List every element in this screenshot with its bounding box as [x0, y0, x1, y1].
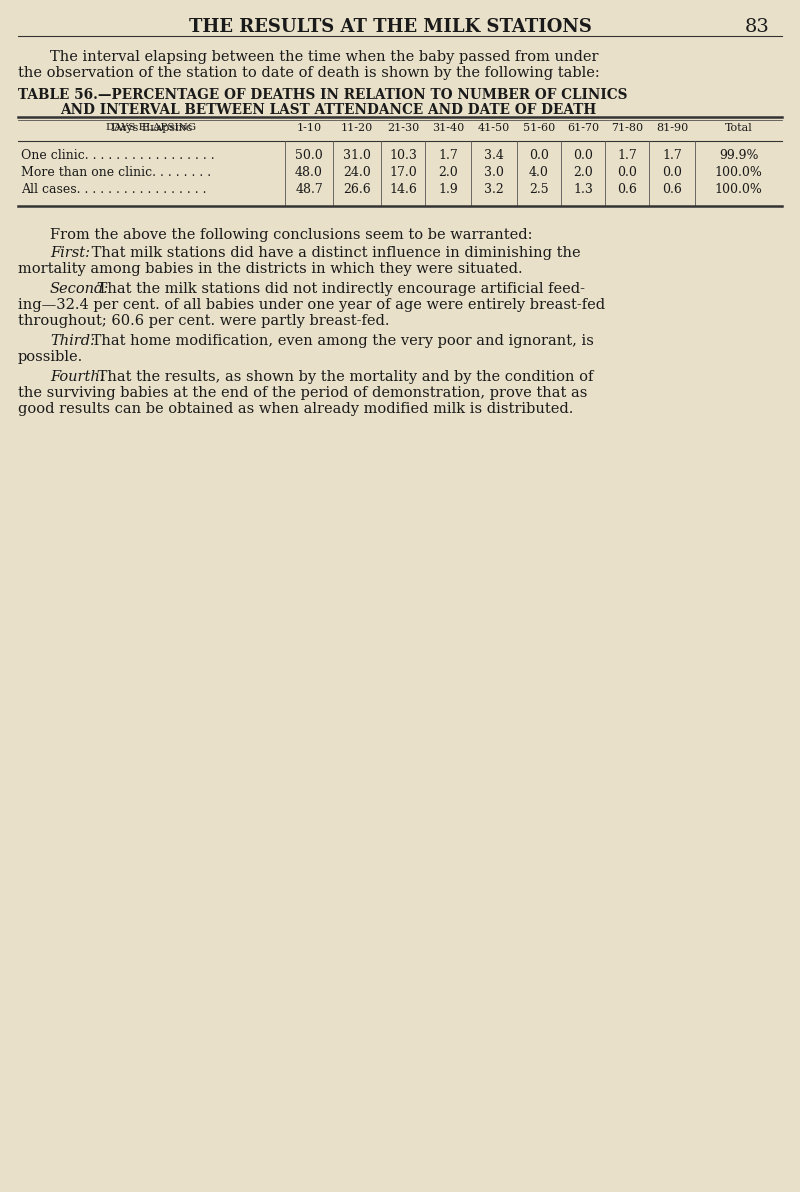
- Text: 1.9: 1.9: [438, 184, 458, 195]
- Text: 2.0: 2.0: [573, 166, 593, 179]
- Text: 48.0: 48.0: [295, 166, 323, 179]
- Text: 48.7: 48.7: [295, 184, 323, 195]
- Text: That milk stations did have a distinct influence in diminishing the: That milk stations did have a distinct i…: [87, 246, 581, 260]
- Text: 100.0%: 100.0%: [714, 166, 762, 179]
- Text: possible.: possible.: [18, 350, 83, 364]
- Text: ing—32.4 per cent. of all babies under one year of age were entirely breast-fed: ing—32.4 per cent. of all babies under o…: [18, 298, 605, 312]
- Text: 99.9%: 99.9%: [718, 149, 758, 162]
- Text: 1-10: 1-10: [297, 123, 322, 134]
- Text: 50.0: 50.0: [295, 149, 323, 162]
- Text: Total: Total: [725, 123, 752, 134]
- Text: That home modification, even among the very poor and ignorant, is: That home modification, even among the v…: [87, 334, 594, 348]
- Text: THE RESULTS AT THE MILK STATIONS: THE RESULTS AT THE MILK STATIONS: [189, 18, 591, 36]
- Text: 26.6: 26.6: [343, 184, 371, 195]
- Text: 1.7: 1.7: [438, 149, 458, 162]
- Text: DAYS ELAPSING: DAYS ELAPSING: [106, 123, 197, 132]
- Text: Second:: Second:: [50, 283, 110, 296]
- Text: the observation of the station to date of death is shown by the following table:: the observation of the station to date o…: [18, 66, 600, 80]
- Text: good results can be obtained as when already modified milk is distributed.: good results can be obtained as when alr…: [18, 402, 574, 416]
- Text: The interval elapsing between the time when the baby passed from under: The interval elapsing between the time w…: [50, 50, 598, 64]
- Text: 83: 83: [745, 18, 770, 36]
- Text: 2.0: 2.0: [438, 166, 458, 179]
- Text: All cases. . . . . . . . . . . . . . . . .: All cases. . . . . . . . . . . . . . . .…: [21, 184, 206, 195]
- Text: 31.0: 31.0: [343, 149, 371, 162]
- Text: 21-30: 21-30: [387, 123, 419, 134]
- Text: 14.6: 14.6: [389, 184, 417, 195]
- Text: That the results, as shown by the mortality and by the condition of: That the results, as shown by the mortal…: [94, 370, 594, 384]
- Text: TABLE 56.—PERCENTAGE OF DEATHS IN RELATION TO NUMBER OF CLINICS: TABLE 56.—PERCENTAGE OF DEATHS IN RELATI…: [18, 88, 627, 103]
- Text: Dᴀуѕ Eʟᴀрѕɪɴɢ: Dᴀуѕ Eʟᴀрѕɪɴɢ: [111, 123, 192, 134]
- Text: 0.6: 0.6: [617, 184, 637, 195]
- Text: 0.0: 0.0: [573, 149, 593, 162]
- Text: 3.0: 3.0: [484, 166, 504, 179]
- Text: mortality among babies in the districts in which they were situated.: mortality among babies in the districts …: [18, 262, 522, 277]
- Text: 3.2: 3.2: [484, 184, 504, 195]
- Text: 81-90: 81-90: [656, 123, 688, 134]
- Text: 0.6: 0.6: [662, 184, 682, 195]
- Text: First:: First:: [50, 246, 90, 260]
- Text: 11-20: 11-20: [341, 123, 373, 134]
- Text: 0.0: 0.0: [662, 166, 682, 179]
- Text: 51-60: 51-60: [523, 123, 555, 134]
- Text: 4.0: 4.0: [529, 166, 549, 179]
- Text: throughout; 60.6 per cent. were partly breast-fed.: throughout; 60.6 per cent. were partly b…: [18, 313, 390, 328]
- Text: More than one clinic. . . . . . . .: More than one clinic. . . . . . . .: [21, 166, 211, 179]
- Text: 0.0: 0.0: [617, 166, 637, 179]
- Text: Fourth:: Fourth:: [50, 370, 105, 384]
- Text: 10.3: 10.3: [389, 149, 417, 162]
- Text: AND INTERVAL BETWEEN LAST ATTENDANCE AND DATE OF DEATH: AND INTERVAL BETWEEN LAST ATTENDANCE AND…: [60, 103, 596, 117]
- Text: 0.0: 0.0: [529, 149, 549, 162]
- Text: From the above the following conclusions seem to be warranted:: From the above the following conclusions…: [50, 228, 533, 242]
- Text: 1.7: 1.7: [617, 149, 637, 162]
- Text: 2.5: 2.5: [529, 184, 549, 195]
- Text: 1.3: 1.3: [573, 184, 593, 195]
- Text: the surviving babies at the end of the period of demonstration, prove that as: the surviving babies at the end of the p…: [18, 386, 587, 401]
- Text: One clinic. . . . . . . . . . . . . . . . .: One clinic. . . . . . . . . . . . . . . …: [21, 149, 214, 162]
- Text: 100.0%: 100.0%: [714, 184, 762, 195]
- Text: 17.0: 17.0: [389, 166, 417, 179]
- Text: 61-70: 61-70: [567, 123, 599, 134]
- Text: 71-80: 71-80: [611, 123, 643, 134]
- Text: 24.0: 24.0: [343, 166, 371, 179]
- Text: That the milk stations did not indirectly encourage artificial feed-: That the milk stations did not indirectl…: [94, 283, 586, 296]
- Text: 31-40: 31-40: [432, 123, 464, 134]
- Text: Third:: Third:: [50, 334, 95, 348]
- Text: 1.7: 1.7: [662, 149, 682, 162]
- Text: 41-50: 41-50: [478, 123, 510, 134]
- Text: 3.4: 3.4: [484, 149, 504, 162]
